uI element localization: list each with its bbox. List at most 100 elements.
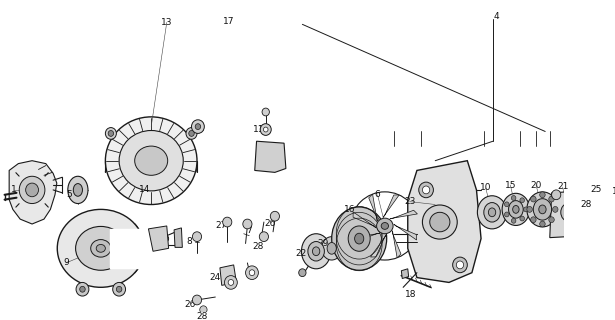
Ellipse shape	[376, 218, 393, 234]
Text: 5: 5	[66, 190, 71, 199]
Ellipse shape	[348, 226, 370, 251]
Circle shape	[423, 186, 430, 194]
Circle shape	[527, 206, 533, 212]
Text: 22: 22	[295, 249, 306, 258]
Circle shape	[549, 196, 554, 202]
Circle shape	[191, 120, 204, 133]
Circle shape	[108, 131, 114, 136]
Ellipse shape	[527, 192, 558, 227]
Ellipse shape	[135, 146, 168, 175]
Ellipse shape	[57, 209, 145, 287]
Ellipse shape	[423, 205, 457, 239]
Polygon shape	[352, 233, 380, 242]
Ellipse shape	[312, 247, 320, 256]
Ellipse shape	[355, 233, 363, 244]
Text: 21: 21	[557, 182, 568, 191]
Polygon shape	[402, 269, 409, 278]
Circle shape	[192, 232, 202, 242]
Ellipse shape	[119, 131, 183, 191]
Circle shape	[195, 124, 200, 130]
Ellipse shape	[91, 240, 111, 257]
Circle shape	[228, 279, 234, 285]
Polygon shape	[394, 224, 416, 240]
Text: 10: 10	[480, 183, 491, 192]
Text: 18: 18	[405, 290, 416, 299]
Polygon shape	[390, 210, 418, 219]
Ellipse shape	[488, 208, 496, 217]
Circle shape	[224, 276, 237, 289]
Circle shape	[192, 295, 202, 305]
Circle shape	[453, 257, 467, 273]
Circle shape	[186, 128, 197, 139]
Circle shape	[26, 183, 39, 197]
Circle shape	[113, 283, 125, 296]
Circle shape	[116, 286, 122, 292]
Text: 24: 24	[210, 273, 221, 282]
Circle shape	[299, 269, 306, 276]
Ellipse shape	[614, 209, 615, 216]
Circle shape	[597, 206, 608, 218]
Circle shape	[549, 217, 554, 223]
Polygon shape	[353, 212, 376, 228]
Polygon shape	[383, 195, 399, 217]
Text: 4: 4	[494, 12, 499, 21]
Text: 1: 1	[11, 185, 17, 195]
Text: 17: 17	[223, 17, 235, 26]
Polygon shape	[174, 228, 182, 247]
Ellipse shape	[157, 236, 164, 241]
Text: 15: 15	[505, 180, 516, 189]
Text: 20: 20	[530, 180, 542, 189]
Circle shape	[200, 306, 207, 314]
Ellipse shape	[477, 196, 507, 229]
Text: 28: 28	[581, 200, 592, 209]
Circle shape	[189, 131, 194, 136]
Text: 26: 26	[264, 220, 276, 228]
Circle shape	[531, 217, 536, 223]
Text: 12: 12	[194, 124, 205, 133]
Ellipse shape	[301, 234, 331, 269]
Text: 27: 27	[215, 221, 226, 230]
Circle shape	[552, 190, 561, 200]
Ellipse shape	[96, 244, 105, 252]
Circle shape	[504, 212, 509, 217]
Polygon shape	[369, 194, 377, 221]
Text: 29: 29	[318, 239, 329, 248]
Circle shape	[260, 232, 269, 242]
Ellipse shape	[68, 176, 88, 204]
Ellipse shape	[322, 237, 342, 260]
Circle shape	[520, 198, 525, 203]
Ellipse shape	[73, 184, 82, 196]
Ellipse shape	[381, 222, 389, 229]
Circle shape	[249, 270, 255, 276]
Circle shape	[552, 206, 558, 212]
Polygon shape	[370, 235, 387, 257]
Ellipse shape	[152, 233, 169, 244]
Circle shape	[520, 216, 525, 221]
Text: 23: 23	[404, 197, 415, 206]
Polygon shape	[255, 141, 286, 172]
Polygon shape	[220, 265, 236, 285]
Ellipse shape	[561, 204, 576, 221]
Ellipse shape	[105, 117, 197, 204]
Ellipse shape	[509, 201, 523, 218]
Ellipse shape	[76, 227, 126, 270]
Ellipse shape	[592, 209, 596, 215]
Text: 2: 2	[157, 241, 163, 250]
Ellipse shape	[533, 199, 552, 220]
Circle shape	[531, 196, 536, 202]
Text: 11: 11	[253, 125, 264, 134]
Text: 19: 19	[612, 187, 615, 196]
Text: 9: 9	[63, 259, 69, 268]
Polygon shape	[392, 231, 401, 258]
Ellipse shape	[308, 242, 324, 261]
Circle shape	[511, 196, 516, 200]
Circle shape	[76, 283, 89, 296]
Circle shape	[260, 124, 271, 135]
Text: 6: 6	[375, 190, 381, 199]
Ellipse shape	[484, 203, 500, 222]
Text: 14: 14	[139, 185, 151, 195]
Polygon shape	[408, 161, 481, 283]
Circle shape	[504, 202, 509, 207]
Circle shape	[105, 128, 116, 139]
Polygon shape	[148, 226, 169, 251]
